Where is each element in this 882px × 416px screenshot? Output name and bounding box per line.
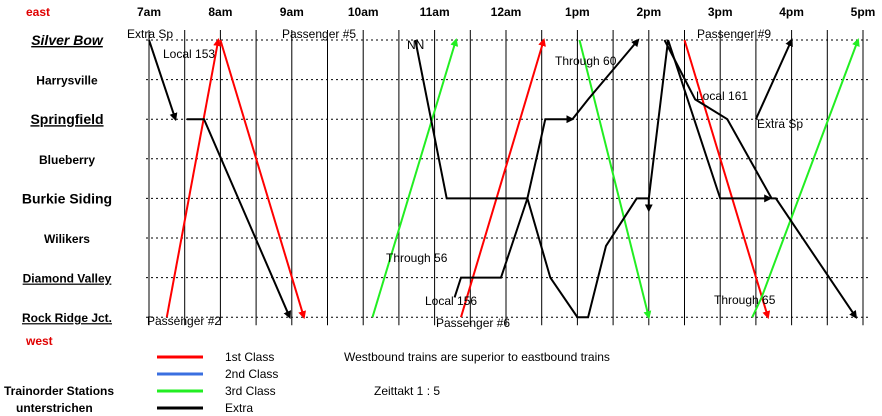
station-axis: Silver Bow Harrysville Springfield Blueberr… xyxy=(22,32,112,325)
train-label: Extra Sp xyxy=(127,27,173,41)
station-label: Wilikers xyxy=(44,232,90,246)
legend-label: 1st Class xyxy=(225,350,274,364)
legend-label: Extra xyxy=(225,401,253,415)
station-label: Diamond Valley xyxy=(23,272,112,286)
direction-top-label: east xyxy=(26,5,50,19)
train-path xyxy=(754,38,793,120)
train-path xyxy=(578,39,652,320)
train-path xyxy=(751,38,860,318)
hour-label: 11am xyxy=(420,5,450,19)
hour-label: 5pm xyxy=(851,5,876,19)
hour-label: 10am xyxy=(348,5,379,19)
train-paths xyxy=(148,38,860,320)
train-label: NN xyxy=(407,38,424,52)
station-label: Rock Ridge Jct. xyxy=(22,311,112,325)
legend: 1st Class 2nd Class 3rd Class Extra West… xyxy=(4,350,610,415)
train-label: Passenger #9 xyxy=(697,27,771,41)
train-label: Passenger #2 xyxy=(147,314,221,328)
legend-label: 2nd Class xyxy=(225,367,278,381)
legend-label: 3rd Class xyxy=(225,384,276,398)
hour-label: 2pm xyxy=(636,5,661,19)
train-path xyxy=(371,38,459,318)
station-label: Silver Bow xyxy=(31,32,104,48)
hour-label: 7am xyxy=(137,5,161,19)
train-label: Passenger #6 xyxy=(436,316,510,330)
train-label: Local 153 xyxy=(163,47,215,61)
train-label: Through 65 xyxy=(714,293,776,307)
trainorder-note-line1: Trainorder Stations xyxy=(4,384,114,398)
train-path xyxy=(219,39,306,320)
train-path xyxy=(683,39,771,320)
hour-axis: 7am 8am 9am 10am 11am 12am 1pm 2pm 3pm 4pm 5pm xyxy=(137,5,875,19)
train-label-group: Extra Sp Local 153 Passenger #5 NN Throu… xyxy=(127,27,803,330)
hour-label: 8am xyxy=(208,5,232,19)
station-label: Harrysville xyxy=(36,74,98,88)
hour-label: 9am xyxy=(280,5,304,19)
train-path xyxy=(460,38,546,318)
train-path xyxy=(647,39,773,203)
zeittakt-note: Zeittakt 1 : 5 xyxy=(374,384,440,398)
train-label: Through 56 xyxy=(386,251,448,265)
train-label: Through 60 xyxy=(555,54,617,68)
train-path xyxy=(453,115,575,298)
train-path xyxy=(414,39,653,319)
train-label: Passenger #5 xyxy=(282,27,356,41)
hour-label: 1pm xyxy=(565,5,590,19)
train-path xyxy=(571,38,640,120)
superiority-note: Westbound trains are superior to eastbou… xyxy=(344,350,610,364)
train-label: Extra Sp xyxy=(757,117,803,131)
train-label: Local 156 xyxy=(425,294,477,308)
station-label: Springfield xyxy=(30,111,103,127)
hour-label: 3pm xyxy=(708,5,733,19)
station-label: Blueberry xyxy=(39,153,95,167)
train-path xyxy=(663,39,858,319)
station-label: Burkie Siding xyxy=(22,190,112,206)
train-path xyxy=(186,118,291,320)
train-label: Local 161 xyxy=(696,89,748,103)
direction-bottom-label: west xyxy=(25,334,53,348)
train-path xyxy=(148,39,178,122)
hour-label: 4pm xyxy=(779,5,804,19)
hour-label: 12am xyxy=(491,5,522,19)
train-path xyxy=(165,38,222,318)
trainorder-note-line2: unterstrichen xyxy=(16,401,93,415)
